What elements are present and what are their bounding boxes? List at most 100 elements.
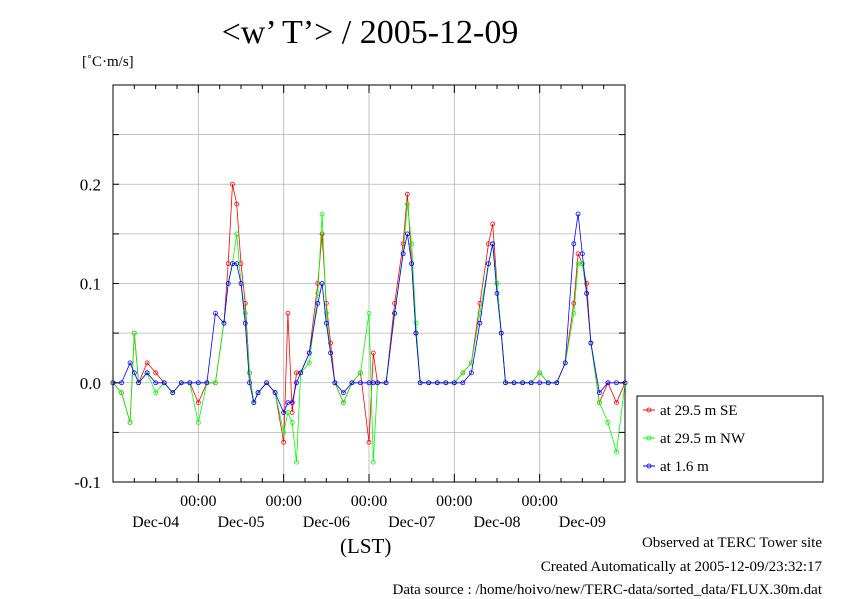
y-tick-label: -0.1 <box>74 473 101 492</box>
data-point <box>358 380 363 386</box>
series-layer <box>110 181 628 465</box>
legend-swatch-marker <box>646 407 652 413</box>
data-point <box>136 380 142 386</box>
x-date-label: Dec-05 <box>217 514 264 531</box>
data-point <box>127 360 133 366</box>
data-point <box>588 340 594 346</box>
data-point <box>511 380 517 386</box>
data-point <box>366 439 372 445</box>
data-point <box>358 370 363 376</box>
data-point <box>434 380 440 386</box>
data-point <box>537 370 543 376</box>
data-point <box>225 281 231 286</box>
data-point <box>328 350 334 356</box>
x-date-label: Dec-08 <box>473 514 520 531</box>
data-point <box>247 380 252 386</box>
data-point <box>294 380 299 386</box>
data-point <box>170 390 176 396</box>
data-point <box>400 251 406 257</box>
data-point <box>392 310 398 316</box>
data-point <box>127 420 133 425</box>
legend-label: at 29.5 m NW <box>660 431 746 447</box>
data-point <box>221 320 227 326</box>
data-point <box>460 370 466 376</box>
data-point <box>413 320 419 326</box>
data-point <box>242 310 248 316</box>
y-axis-unit-label: [˚C·m/s] <box>82 54 134 70</box>
data-point <box>383 380 389 386</box>
legend-label: at 29.5 m SE <box>660 403 738 419</box>
data-point <box>119 380 124 386</box>
data-point <box>404 231 410 237</box>
legend-swatch-marker <box>646 463 652 469</box>
y-tick-label: 0.2 <box>80 175 101 194</box>
series-2 <box>110 211 628 415</box>
data-point <box>131 330 137 336</box>
data-point <box>605 380 611 386</box>
data-point <box>392 300 398 306</box>
data-point <box>349 380 355 386</box>
data-point <box>443 380 449 386</box>
data-point <box>571 310 577 316</box>
data-point <box>490 241 496 247</box>
data-point <box>409 261 415 267</box>
data-point <box>212 310 218 316</box>
footer-site: Observed at TERC Tower site <box>641 535 822 551</box>
data-point <box>370 350 376 356</box>
data-point <box>370 459 376 465</box>
data-point <box>119 390 124 396</box>
x-axis-label: (LST) <box>340 534 392 558</box>
data-point <box>285 310 291 316</box>
data-point <box>332 380 338 386</box>
data-point <box>178 380 184 386</box>
data-point <box>298 370 304 376</box>
data-point <box>153 380 159 386</box>
x-date-label: Dec-06 <box>303 514 350 531</box>
data-point <box>520 380 525 386</box>
data-point <box>494 281 500 286</box>
data-point <box>584 281 589 286</box>
y-axis: -0.1 0.0 0.1 0.2 <box>74 84 625 492</box>
data-point <box>306 350 312 356</box>
data-point <box>319 281 325 286</box>
data-point <box>306 360 312 366</box>
data-point <box>131 370 137 376</box>
data-point <box>528 380 534 386</box>
chart-title: <w’ T’> / 2005-12-09 <box>221 14 519 51</box>
x-date-label: Dec-09 <box>559 514 606 531</box>
data-point <box>605 420 611 425</box>
data-point <box>319 231 325 237</box>
data-point <box>409 241 415 247</box>
data-point <box>234 231 240 237</box>
data-point <box>234 201 240 207</box>
legend-box <box>636 395 824 483</box>
x-time-label: 00:00 <box>180 493 216 510</box>
footer-created: Created Automatically at 2005-12-09/23:3… <box>540 559 822 575</box>
data-point <box>204 380 210 386</box>
data-point <box>264 380 270 386</box>
data-point <box>251 400 257 406</box>
data-point <box>340 390 346 396</box>
data-point <box>417 380 423 386</box>
data-point <box>230 181 235 187</box>
data-point <box>187 380 193 386</box>
data-point <box>144 360 150 366</box>
data-point <box>144 370 150 376</box>
data-point <box>242 320 248 326</box>
data-point <box>281 410 287 415</box>
data-point <box>153 370 159 376</box>
data-point <box>571 300 577 306</box>
data-point <box>468 370 474 376</box>
data-point <box>195 400 201 406</box>
data-point <box>212 380 218 386</box>
x-time-label: 00:00 <box>265 493 301 510</box>
data-point <box>537 380 543 386</box>
data-point <box>426 380 432 386</box>
data-point <box>490 221 496 227</box>
y-tick-label: 0.0 <box>80 374 101 393</box>
data-point <box>281 429 287 435</box>
data-point <box>494 291 500 296</box>
data-point <box>554 380 560 386</box>
data-point <box>234 261 240 267</box>
